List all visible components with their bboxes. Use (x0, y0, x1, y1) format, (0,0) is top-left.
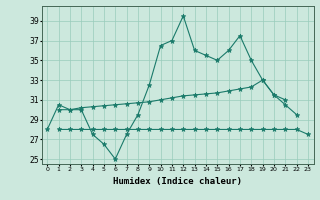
X-axis label: Humidex (Indice chaleur): Humidex (Indice chaleur) (113, 177, 242, 186)
